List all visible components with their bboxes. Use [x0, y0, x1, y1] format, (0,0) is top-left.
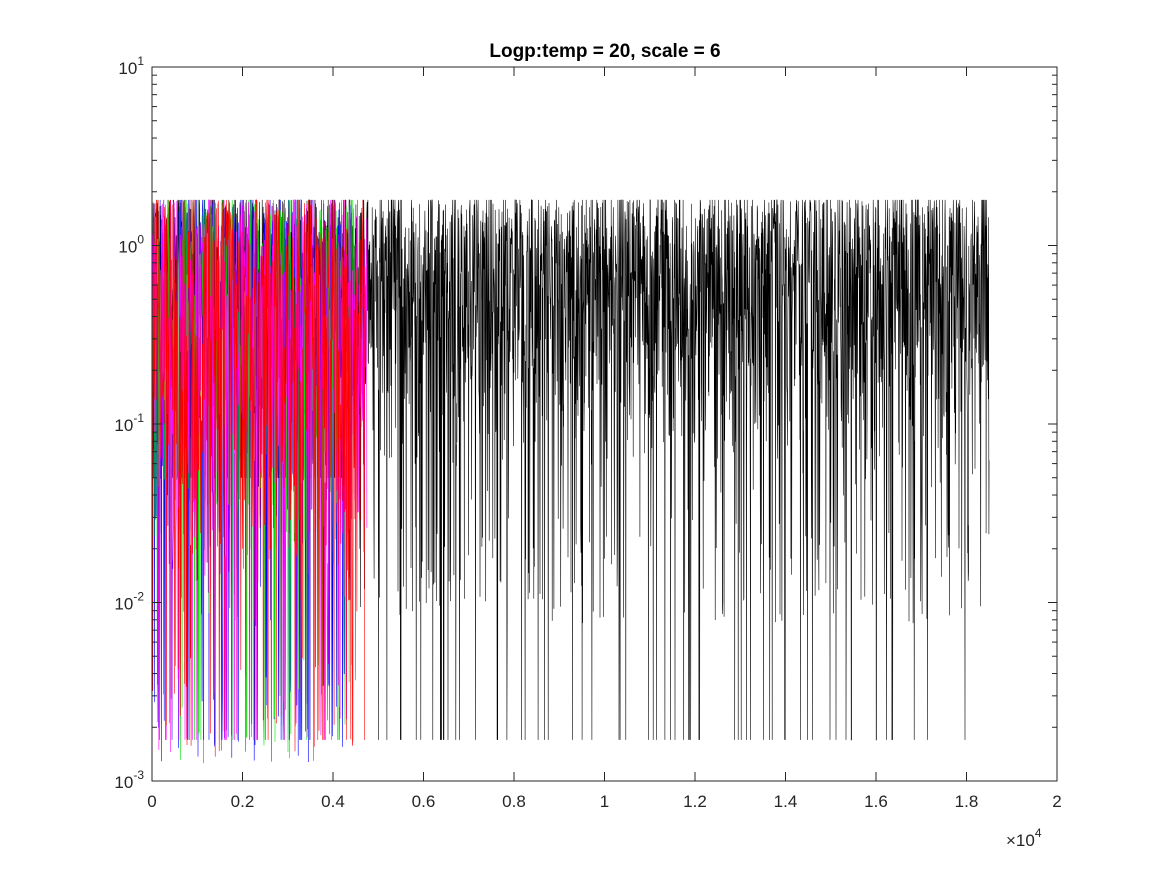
y-tick-base: 10	[118, 238, 137, 257]
y-tick-exponent: -2	[133, 590, 144, 604]
y-tick-base: 10	[114, 595, 133, 614]
chart-title: Logp:temp = 20, scale = 6	[489, 41, 720, 62]
y-tick-label: 101	[118, 54, 144, 78]
x-tick-label: 1	[600, 792, 609, 811]
y-tick-label: 10-2	[114, 590, 144, 614]
y-tick-label: 10-3	[114, 768, 144, 792]
x-tick-label: 0.6	[412, 792, 436, 811]
y-tick-label: 100	[118, 233, 144, 257]
y-tick-exponent: -1	[133, 411, 144, 425]
x-tick-label: 1.6	[864, 792, 888, 811]
y-tick-base: 10	[114, 416, 133, 435]
x-exponent-power: 4	[1035, 826, 1042, 840]
y-tick-exponent: -3	[133, 768, 144, 782]
x-tick-label: 0	[147, 792, 156, 811]
y-tick-exponent: 1	[137, 54, 144, 68]
x-exponent-base: ×10	[1006, 831, 1035, 850]
plot-lines	[151, 199, 990, 764]
x-tick-label: 1.8	[955, 792, 979, 811]
axis-ticks	[151, 66, 1058, 782]
series-line	[151, 199, 366, 762]
x-tick-label: 1.4	[774, 792, 798, 811]
x-tick-label: 0.8	[502, 792, 526, 811]
y-tick-base: 10	[118, 59, 137, 78]
y-tick-base: 10	[114, 773, 133, 792]
x-tick-label: 0.4	[321, 792, 345, 811]
x-tick-label: 2	[1052, 792, 1061, 811]
x-tick-label: 1.2	[683, 792, 707, 811]
x-tick-labels: 0 0.2 0.4 0.6 0.8 1 1.2 1.4 1.6 1.8 2	[147, 792, 1061, 811]
y-tick-exponent: 0	[137, 233, 144, 247]
x-exponent-label: ×104	[1006, 826, 1042, 850]
x-tick-label: 0.2	[231, 792, 255, 811]
y-tick-label: 10-1	[114, 411, 144, 435]
